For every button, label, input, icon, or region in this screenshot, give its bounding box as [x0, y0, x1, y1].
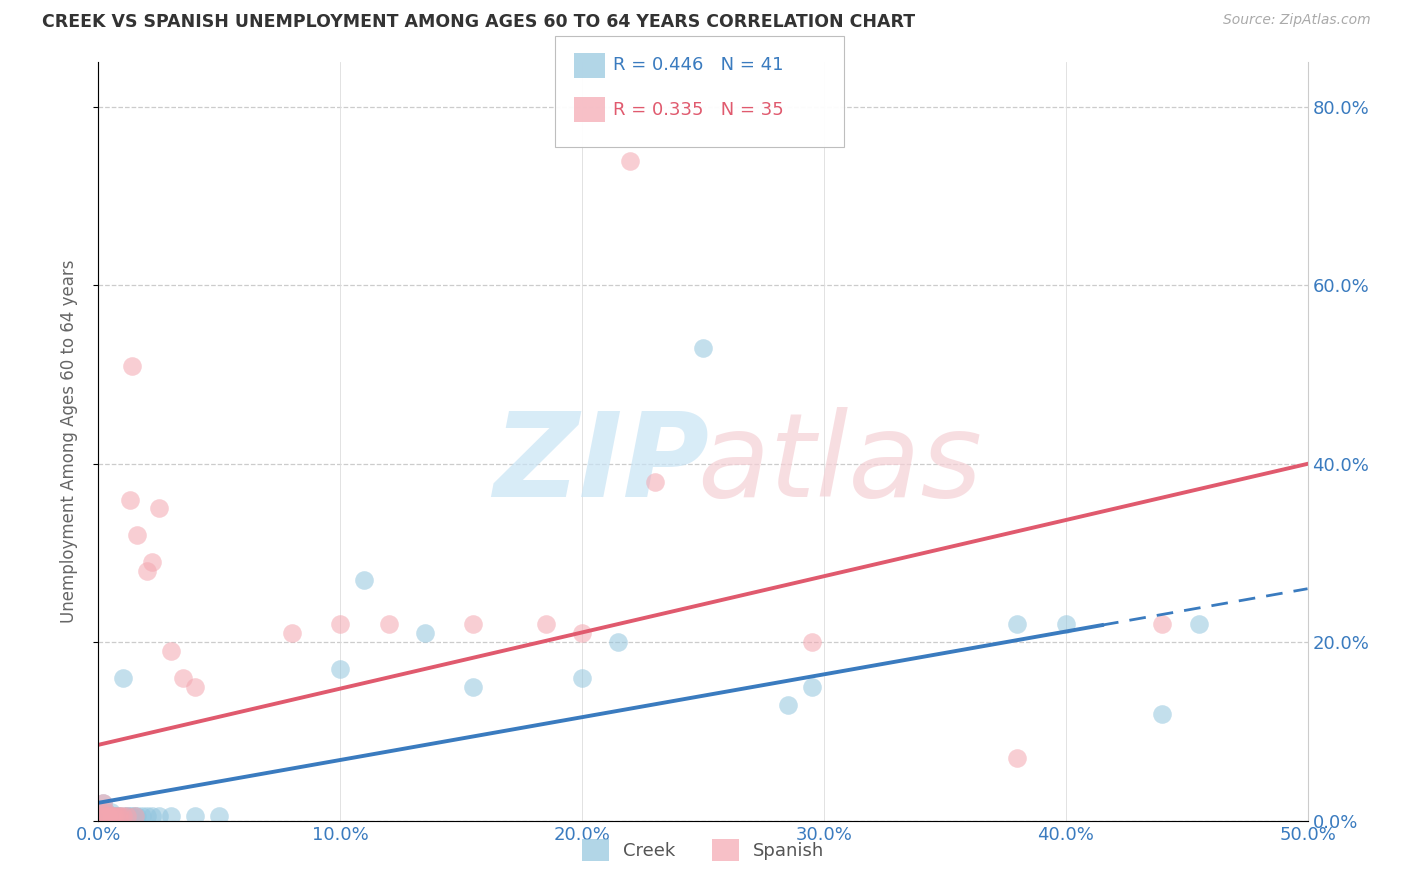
Text: CREEK VS SPANISH UNEMPLOYMENT AMONG AGES 60 TO 64 YEARS CORRELATION CHART: CREEK VS SPANISH UNEMPLOYMENT AMONG AGES… [42, 13, 915, 31]
Point [91, 809, 114, 823]
Point [101, 809, 124, 823]
Point [141, 809, 163, 823]
Point [124, 809, 146, 823]
Point [104, 809, 127, 823]
Point [353, 573, 375, 587]
Point [184, 680, 207, 694]
Point [90, 805, 112, 819]
Point [148, 501, 170, 516]
Point [90, 805, 112, 819]
Point [329, 617, 352, 632]
Point [121, 359, 143, 373]
Point [148, 809, 170, 823]
Point [90, 809, 112, 823]
Point [160, 809, 183, 823]
Point [135, 564, 157, 578]
Point [94, 805, 117, 819]
Point [607, 635, 630, 649]
Point [111, 809, 134, 823]
Point [571, 626, 593, 640]
Point [111, 671, 134, 685]
Point [117, 809, 139, 823]
Point [208, 809, 231, 823]
Point [184, 809, 207, 823]
Point [571, 671, 593, 685]
Point [100, 805, 122, 819]
Point [329, 662, 352, 676]
Point [121, 809, 143, 823]
Point [91, 796, 114, 810]
Point [101, 809, 124, 823]
Point [800, 635, 823, 649]
Point [90, 809, 112, 823]
Point [114, 809, 136, 823]
Point [127, 809, 149, 823]
Point [463, 617, 485, 632]
Point [1054, 617, 1077, 632]
Point [131, 809, 153, 823]
Point [124, 809, 146, 823]
Point [172, 671, 194, 685]
Point [91, 796, 114, 810]
Point [1007, 751, 1029, 765]
Point [776, 698, 799, 712]
Point [160, 644, 183, 658]
Point [141, 555, 163, 569]
Point [118, 809, 141, 823]
Point [377, 617, 399, 632]
Point [94, 809, 117, 823]
Point [281, 626, 304, 640]
Point [94, 809, 117, 823]
Point [463, 680, 485, 694]
Point [413, 626, 436, 640]
Point [135, 809, 157, 823]
Point [1007, 617, 1029, 632]
Text: atlas: atlas [697, 408, 981, 521]
Point [800, 680, 823, 694]
Point [100, 809, 122, 823]
Text: R = 0.335   N = 35: R = 0.335 N = 35 [613, 101, 783, 119]
Point [619, 153, 641, 168]
Point [104, 809, 127, 823]
Point [97, 809, 120, 823]
Point [91, 809, 114, 823]
Point [97, 809, 120, 823]
Point [1152, 617, 1174, 632]
Point [107, 809, 129, 823]
Point [94, 805, 117, 819]
Point [108, 809, 131, 823]
Point [100, 809, 122, 823]
Point [108, 809, 131, 823]
Y-axis label: Unemployment Among Ages 60 to 64 years: Unemployment Among Ages 60 to 64 years [59, 260, 77, 624]
Text: Source: ZipAtlas.com: Source: ZipAtlas.com [1223, 13, 1371, 28]
Point [117, 809, 139, 823]
Point [1188, 617, 1211, 632]
Point [118, 492, 141, 507]
Point [127, 528, 149, 542]
Point [644, 475, 666, 489]
Point [97, 809, 120, 823]
Point [1152, 706, 1174, 721]
Point [107, 809, 129, 823]
Text: R = 0.446   N = 41: R = 0.446 N = 41 [613, 56, 783, 74]
Point [692, 341, 714, 355]
Point [534, 617, 557, 632]
Text: ZIP: ZIP [494, 407, 709, 522]
Legend: Creek, Spanish: Creek, Spanish [575, 832, 831, 869]
